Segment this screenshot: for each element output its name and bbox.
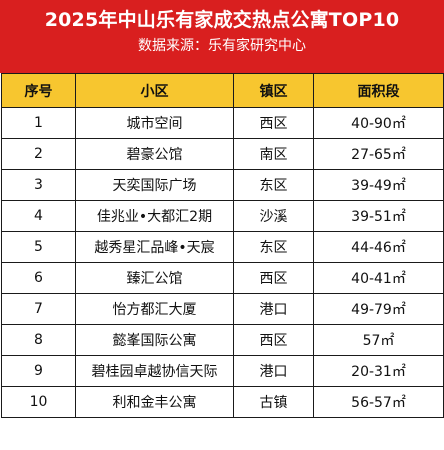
area-cell: 40-90㎡ [313,107,444,139]
table-row: 10 利和金丰公寓 古镇 56-57㎡ [1,386,444,418]
area-cell: 27-65㎡ [313,138,444,170]
rank-cell: 10 [1,386,76,418]
community-cell: 佳兆业•大都汇2期 [75,200,234,232]
district-cell: 古镇 [233,386,314,418]
district-cell: 西区 [233,324,314,356]
community-cell: 利和金丰公寓 [75,386,234,418]
table-row: 6 臻汇公馆 西区 40-41㎡ [1,262,444,294]
rank-cell: 3 [1,169,76,201]
table-row: 7 怡方都汇大厦 港口 49-79㎡ [1,293,444,325]
district-cell: 沙溪 [233,200,314,232]
district-cell: 东区 [233,169,314,201]
district-cell: 南区 [233,138,314,170]
area-cell: 20-31㎡ [313,355,444,387]
rank-cell: 4 [1,200,76,232]
table-row: 9 碧桂园卓越协信天际 港口 20-31㎡ [1,355,444,387]
community-cell: 怡方都汇大厦 [75,293,234,325]
table-row: 8 懿峯国际公寓 西区 57㎡ [1,324,444,356]
area-cell: 49-79㎡ [313,293,444,325]
rank-cell: 2 [1,138,76,170]
data-source-note: 数据来源：乐有家研究中心 [138,38,306,54]
column-header-district: 镇区 [233,73,314,108]
table-row: 5 越秀星汇品峰•天宸 东区 44-46㎡ [1,231,444,263]
community-cell: 碧豪公馆 [75,138,234,170]
rank-cell: 8 [1,324,76,356]
district-cell: 港口 [233,355,314,387]
table-row: 2 碧豪公馆 南区 27-65㎡ [1,138,444,170]
area-cell: 57㎡ [313,324,444,356]
community-cell: 碧桂园卓越协信天际 [75,355,234,387]
community-cell: 天奕国际广场 [75,169,234,201]
table-row: 1 城市空间 西区 40-90㎡ [1,107,444,139]
rank-cell: 9 [1,355,76,387]
table-header-row: 序号 小区 镇区 面积段 [1,73,444,108]
rank-cell: 5 [1,231,76,263]
district-cell: 东区 [233,231,314,263]
column-header-rank: 序号 [1,73,76,108]
area-cell: 39-51㎡ [313,200,444,232]
column-header-area: 面积段 [313,73,444,108]
rank-cell: 7 [1,293,76,325]
community-cell: 城市空间 [75,107,234,139]
community-cell: 臻汇公馆 [75,262,234,294]
table-row: 4 佳兆业•大都汇2期 沙溪 39-51㎡ [1,200,444,232]
district-cell: 西区 [233,262,314,294]
community-cell: 懿峯国际公寓 [75,324,234,356]
area-cell: 44-46㎡ [313,231,444,263]
column-header-community: 小区 [75,73,234,108]
district-cell: 西区 [233,107,314,139]
area-cell: 56-57㎡ [313,386,444,418]
page-title: 2025年中山乐有家成交热点公寓TOP10 [44,9,400,31]
district-cell: 港口 [233,293,314,325]
rank-cell: 6 [1,262,76,294]
area-cell: 40-41㎡ [313,262,444,294]
ranking-table: 序号 小区 镇区 面积段 1 城市空间 西区 40-90㎡ 2 碧豪公馆 南区 … [1,73,444,418]
table-row: 3 天奕国际广场 东区 39-49㎡ [1,169,444,201]
area-cell: 39-49㎡ [313,169,444,201]
rank-cell: 1 [1,107,76,139]
header-banner: 2025年中山乐有家成交热点公寓TOP10 数据来源：乐有家研究中心 [0,0,444,73]
community-cell: 越秀星汇品峰•天宸 [75,231,234,263]
